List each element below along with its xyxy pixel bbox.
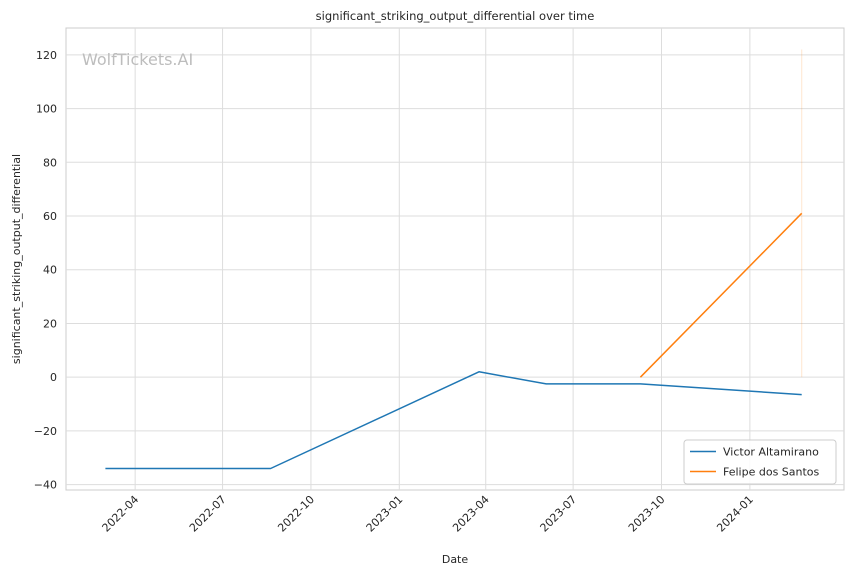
y-tick-label: 100 bbox=[36, 103, 57, 116]
y-tick-label: 80 bbox=[43, 156, 57, 169]
y-tick-label: 120 bbox=[36, 49, 57, 62]
x-tick-label: 2023-01 bbox=[364, 493, 406, 535]
series-line-felipe-dos-santos bbox=[639, 212, 803, 378]
legend-label-felipe-dos-santos: Felipe dos Santos bbox=[723, 466, 820, 479]
x-axis-label: Date bbox=[442, 553, 469, 566]
x-tick-label: 2023-04 bbox=[450, 493, 492, 535]
legend-label-victor-altamirano: Victor Altamirano bbox=[723, 446, 819, 459]
plot-background bbox=[65, 27, 845, 491]
watermark: WolfTickets.AI bbox=[82, 50, 193, 69]
y-axis-ticks: −40 −20 0 20 40 60 80 100 120 bbox=[34, 49, 57, 492]
x-tick-label: 2022-07 bbox=[187, 493, 229, 535]
y-tick-label: 40 bbox=[43, 264, 57, 277]
legend-box bbox=[683, 439, 837, 485]
x-tick-label: 2024-01 bbox=[714, 493, 756, 535]
series-line-victor-altamirano bbox=[105, 371, 802, 470]
y-tick-label: 20 bbox=[43, 317, 57, 330]
x-tick-label: 2023-10 bbox=[626, 493, 668, 535]
x-tick-label: 2022-10 bbox=[275, 493, 317, 535]
y-axis-label: significant_striking_output_differential bbox=[10, 154, 23, 364]
y-tick-label: 60 bbox=[43, 210, 57, 223]
x-tick-label: 2023-07 bbox=[538, 493, 580, 535]
series-lines bbox=[105, 212, 803, 470]
x-tick-label: 2022-04 bbox=[100, 493, 142, 535]
chart-title: significant_striking_output_differential… bbox=[316, 9, 595, 23]
grid bbox=[66, 28, 844, 490]
y-tick-label: −40 bbox=[34, 479, 57, 492]
y-tick-label: −20 bbox=[34, 425, 57, 438]
x-axis-ticks: 2022-04 2022-07 2022-10 2023-01 2023-04 2023-… bbox=[100, 493, 756, 535]
legend: Victor Altamirano Felipe dos Santos bbox=[683, 439, 837, 485]
y-tick-label: 0 bbox=[50, 371, 57, 384]
